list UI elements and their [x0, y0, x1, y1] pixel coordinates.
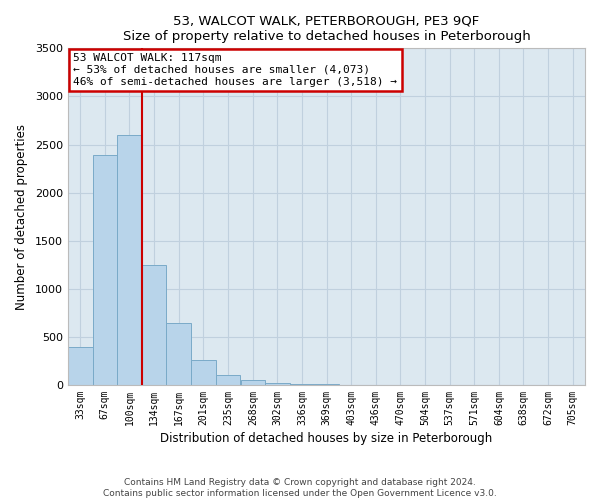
Title: 53, WALCOT WALK, PETERBOROUGH, PE3 9QF
Size of property relative to detached hou: 53, WALCOT WALK, PETERBOROUGH, PE3 9QF S…: [122, 15, 530, 43]
Bar: [215, 376, 240, 385]
Bar: [191, 360, 215, 385]
Bar: [92, 155, 117, 385]
Bar: [166, 324, 191, 385]
Bar: [241, 380, 265, 385]
Bar: [142, 264, 166, 385]
Bar: [265, 382, 290, 385]
Bar: [290, 384, 314, 385]
Bar: [117, 135, 142, 385]
Text: Contains HM Land Registry data © Crown copyright and database right 2024.
Contai: Contains HM Land Registry data © Crown c…: [103, 478, 497, 498]
X-axis label: Distribution of detached houses by size in Peterborough: Distribution of detached houses by size …: [160, 432, 493, 445]
Text: 53 WALCOT WALK: 117sqm
← 53% of detached houses are smaller (4,073)
46% of semi-: 53 WALCOT WALK: 117sqm ← 53% of detached…: [73, 54, 397, 86]
Bar: [68, 348, 92, 385]
Y-axis label: Number of detached properties: Number of detached properties: [15, 124, 28, 310]
